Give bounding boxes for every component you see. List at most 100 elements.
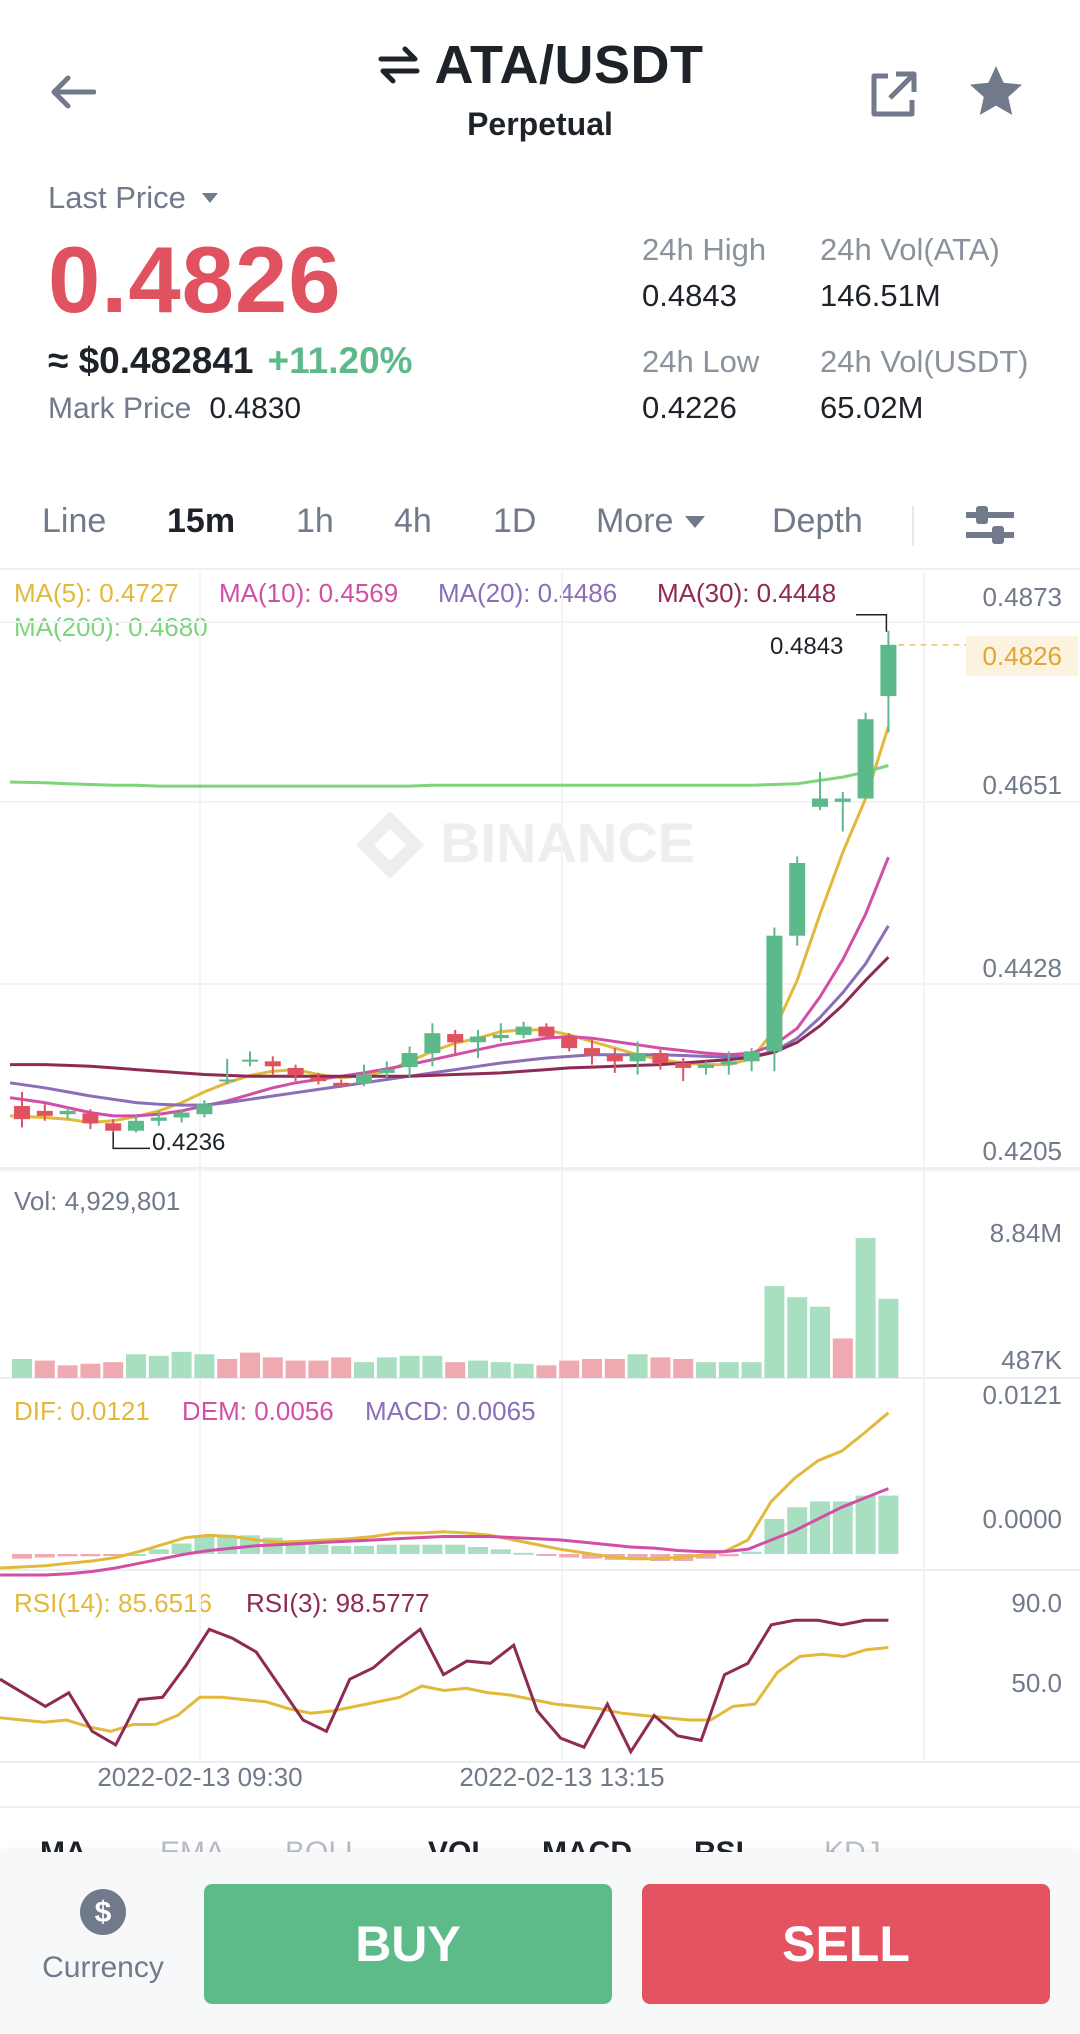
usd-price: ≈ $0.482841 [48,340,254,381]
volume-bar [604,1358,625,1378]
candle-down [606,1054,623,1062]
low-marker-line [112,1132,150,1150]
volume-legend: Vol: 4,929,801 [14,1186,181,1216]
candle-up [378,1069,395,1073]
tab-1h[interactable]: 1h [296,502,334,540]
tab-more-label: More [596,502,674,540]
candle-up [766,935,783,1052]
caret-down-icon [685,515,706,528]
tab-line[interactable]: Line [42,502,107,540]
macd-histogram-bar [696,1553,716,1559]
tab-divider [912,506,914,546]
rsi14-line [0,1646,889,1733]
candle-up [515,1026,532,1035]
indicator-divider [0,1806,1080,1808]
candle-up [880,644,897,697]
last-price-selector[interactable]: Last Price [48,180,413,216]
favorite-button[interactable] [964,60,1028,124]
last-price-value: 0.4826 [48,227,342,332]
macd-histogram-bar [34,1553,55,1558]
macd-histogram-bar [57,1553,78,1557]
tab-15m[interactable]: 15m [167,502,236,540]
pair-title-group[interactable]: ATA/USDT Perpetual [0,34,1080,143]
macd-histogram-bar [445,1544,466,1554]
ma-line-ma20 [9,925,890,1107]
macd-histogram-bar [308,1544,329,1554]
candle-down [675,1062,692,1068]
macd-histogram-bar [422,1544,443,1554]
tab-depth[interactable]: Depth [772,502,863,540]
dollar-icon: $ [80,1889,126,1935]
macd-histogram-bar [331,1545,352,1554]
volume-bar [650,1357,671,1378]
rsi3-legend: RSI(3): 98.5777 [246,1588,430,1618]
interval-tabs: Line 15m 1h 4h 1D More Depth [0,490,1080,562]
volume-bar [718,1362,739,1378]
volume-bar [126,1354,146,1378]
candle-down [287,1067,304,1076]
low-value: 0.4226 [642,390,737,425]
current-price-tag-bg [966,636,1078,676]
time-label-2: 2022-02-13 13:15 [459,1762,664,1792]
rsi-tick-90: 90.0 [1011,1588,1062,1618]
macd-histogram-bar [559,1553,580,1558]
chart-settings-button[interactable] [962,498,1018,554]
candle-up [743,1051,760,1062]
candle-up [173,1112,190,1118]
candle-up [356,1074,372,1084]
volume-bar [832,1338,853,1378]
currency-button[interactable]: $ Currency [30,1888,176,1985]
candle-down [447,1034,464,1043]
dif-line [0,1411,890,1570]
volume-bar [627,1354,648,1378]
candle-up [720,1061,737,1065]
volume-bar [559,1360,580,1378]
macd-histogram-bar [536,1553,557,1556]
tab-1d[interactable]: 1D [493,502,537,540]
volume-bar [445,1362,466,1378]
price-tick-4: 0.4205 [982,1136,1062,1166]
dem-legend: DEM: 0.0056 [182,1396,334,1426]
candle-down [14,1105,30,1120]
vol-ata-label: 24h Vol(ATA) [820,232,1000,267]
tab-4h[interactable]: 4h [394,502,432,540]
candle-up [857,719,874,799]
buy-button[interactable]: BUY [204,1884,612,2004]
back-button[interactable] [40,60,104,124]
volume-bar [741,1362,762,1378]
currency-label: Currency [42,1951,164,1984]
ma5-legend: MA(5): 0.4727 [14,578,179,608]
macd-histogram-bar [878,1495,899,1554]
dem-line [0,1487,889,1577]
candle-up [219,1079,236,1082]
sell-button[interactable]: SELL [642,1884,1050,2004]
mark-price-value: 0.4830 [209,392,302,425]
macd-histogram-bar [354,1545,374,1554]
volume-bar [285,1360,306,1378]
chart-panes [0,614,966,1755]
volume-bar [582,1358,602,1378]
tab-more[interactable]: More [596,502,707,541]
candle-down [333,1082,350,1087]
header: ATA/USDT Perpetual [0,0,1080,175]
ma200-legend: MA(200): 0.4680 [14,612,208,642]
candle-up [59,1110,76,1115]
high-marker-line [856,614,888,632]
candle-down [310,1077,327,1082]
macd-histogram-bar [80,1553,101,1557]
volume-bar [34,1360,55,1378]
volume-bar [194,1354,215,1378]
macd-histogram-bar [832,1501,853,1554]
candle-up [150,1117,167,1121]
tabs-divider [0,568,1080,570]
watermark-text: BINANCE [440,811,695,874]
low-marker: 0.4236 [152,1129,225,1156]
volume-bar [878,1298,899,1378]
high-marker: 0.4843 [770,633,843,660]
macd-histogram-bar [171,1543,192,1554]
volume-bar [12,1358,32,1378]
share-button[interactable] [866,66,922,122]
candle-up [424,1033,441,1054]
action-bar: $ Currency BUY SELL [0,1852,1080,2034]
kline-chart[interactable]: BINANCE 0.4873 0.4651 0.4428 0.4205 0.48… [0,572,1080,1812]
